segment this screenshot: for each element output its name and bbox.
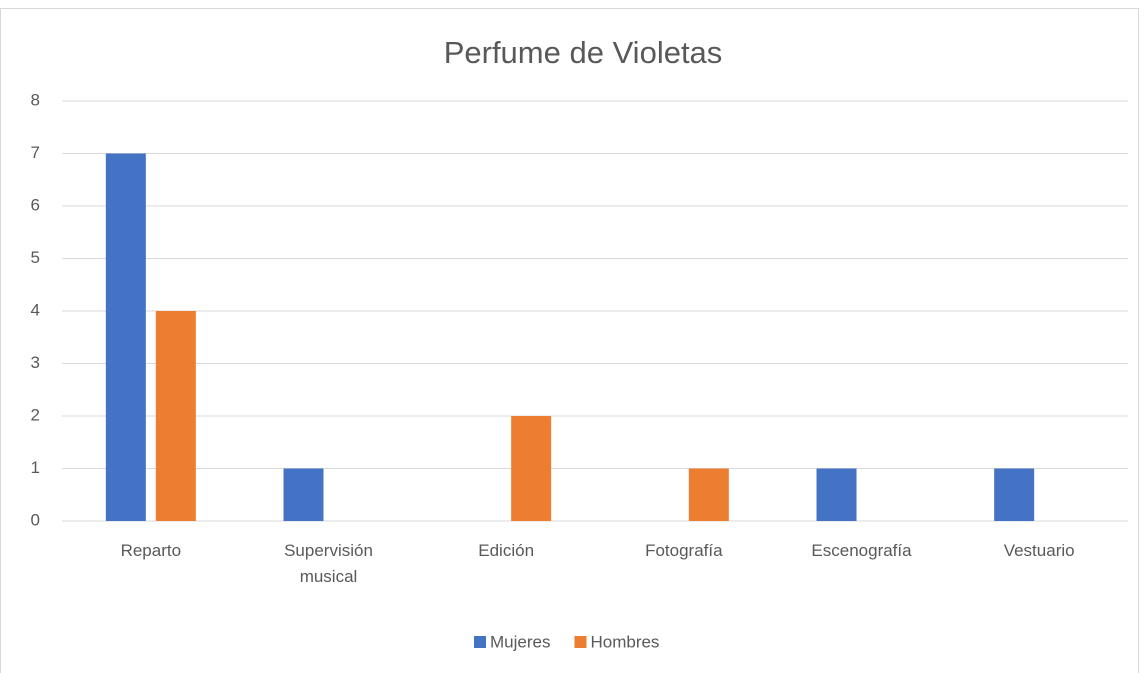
x-tick-label-box: Vestuario (1003, 541, 1075, 560)
y-tick-label: 1 (31, 458, 40, 477)
x-tick-label-box: Edición (478, 541, 535, 560)
y-tick-label: 4 (31, 300, 40, 319)
x-tick-label-box: Supervisión musical (284, 541, 373, 586)
x-tick-label-box: Reparto (120, 541, 182, 560)
legend-label: Hombres (590, 632, 659, 651)
bar (511, 416, 552, 521)
bar (816, 468, 857, 521)
legend-label: Mujeres (490, 632, 550, 651)
x-tick-label: Reparto (120, 541, 182, 560)
x-tick-label: Escenografía (811, 541, 912, 560)
legend-swatch (574, 636, 587, 648)
y-tick-label: 7 (31, 143, 40, 162)
x-tick-label: Fotografía (645, 541, 723, 560)
bar (105, 153, 146, 521)
legend-swatch (474, 636, 486, 648)
bar (155, 311, 196, 521)
y-tick-label: 8 (31, 90, 40, 109)
y-tick-label: 6 (31, 195, 40, 214)
x-tick-label: Edición (478, 541, 535, 560)
x-tick-label: Vestuario (1003, 541, 1075, 560)
x-tick-label: Supervisión musical (284, 541, 373, 586)
y-tick-label: 0 (31, 510, 40, 529)
bar (688, 468, 729, 521)
x-tick-label-box: Escenografía (811, 541, 912, 560)
bar (994, 468, 1035, 521)
y-tick-label: 5 (31, 248, 40, 267)
y-tick-label: 3 (31, 353, 40, 372)
chart-title: Perfume de Violetas (444, 35, 723, 70)
y-tick-label: 2 (31, 405, 40, 424)
bar (283, 468, 324, 521)
x-tick-label-box: Fotografía (645, 541, 723, 560)
